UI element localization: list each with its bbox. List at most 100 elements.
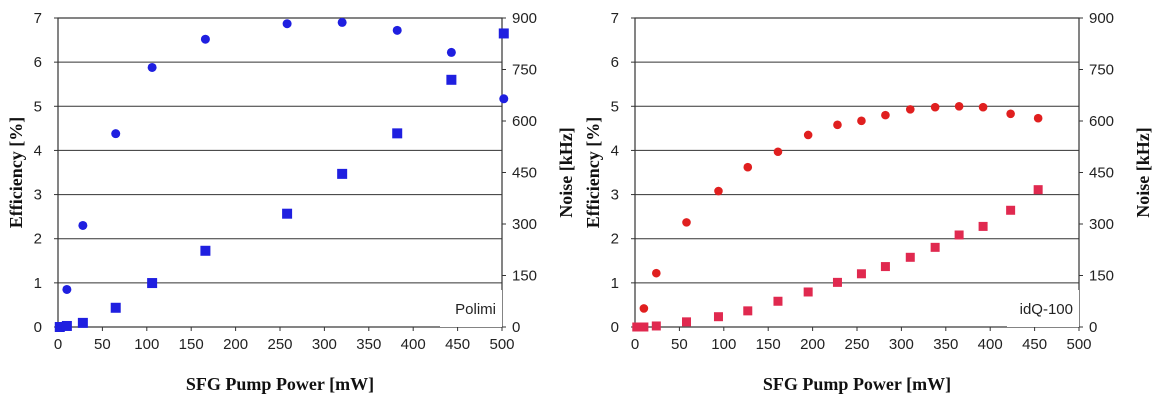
panel-label: Polimi	[455, 301, 496, 318]
noise-point	[1033, 185, 1043, 195]
y-tick-label: 5	[34, 98, 42, 115]
efficiency-point	[978, 102, 988, 112]
y-tick-label: 5	[611, 98, 619, 115]
efficiency-point	[111, 129, 121, 139]
y2-tick-label: 300	[512, 216, 537, 233]
y-tick-label: 7	[34, 10, 42, 27]
noise-point	[880, 262, 890, 272]
noise-point	[832, 277, 842, 287]
y-tick-label: 4	[611, 142, 619, 159]
x-tick-label: 150	[756, 336, 781, 353]
efficiency-point	[930, 102, 940, 112]
y2-tick-label: 450	[1089, 165, 1114, 182]
noise-point	[856, 269, 866, 279]
x-tick-label: 50	[94, 336, 111, 353]
noise-point	[930, 242, 940, 252]
y-axis-title: Efficiency [%]	[583, 117, 603, 228]
noise-point	[77, 317, 88, 328]
y2-tick-label: 450	[512, 165, 537, 182]
noise-point	[803, 287, 813, 297]
y-tick-label: 0	[611, 319, 619, 336]
panel-label-box	[440, 290, 502, 327]
x-tick-label: 350	[933, 336, 958, 353]
y2-tick-label: 900	[512, 10, 537, 27]
y-tick-label: 4	[34, 142, 42, 159]
efficiency-point	[337, 17, 347, 27]
efficiency-point	[282, 19, 292, 29]
efficiency-point	[682, 218, 691, 227]
efficiency-point	[857, 116, 866, 126]
noise-point	[282, 208, 293, 219]
x-tick-label: 300	[889, 336, 914, 353]
y-tick-label: 2	[34, 231, 42, 248]
y2-tick-label: 600	[1089, 113, 1114, 130]
y-tick-label: 1	[611, 275, 619, 292]
y2-tick-label: 750	[512, 62, 537, 79]
noise-point	[498, 28, 509, 39]
y2-tick-label: 300	[1089, 216, 1114, 233]
efficiency-point	[78, 220, 88, 230]
efficiency-point	[714, 186, 723, 196]
efficiency-point	[392, 25, 402, 35]
y2-tick-label: 0	[1089, 319, 1097, 336]
x-tick-label: 400	[978, 336, 1003, 353]
y2-tick-label: 900	[1089, 10, 1114, 27]
noise-point	[682, 317, 692, 327]
y-tick-label: 7	[611, 10, 619, 27]
noise-point	[61, 320, 72, 331]
efficiency-point	[1006, 109, 1015, 119]
chart-idq-100: 0 1 2 3 4 5 6 7 0 150 300 450 600 750 900 0 50 100 150 200 2…	[583, 10, 1153, 394]
y-tick-label: 2	[611, 231, 619, 248]
x-tick-label: 200	[800, 336, 825, 353]
x-tick-label: 300	[312, 336, 337, 353]
efficiency-point	[803, 130, 813, 140]
y2-tick-label: 750	[1089, 62, 1114, 79]
chart-polimi: 0 1 2 3 4 5 6 7 0 150 300 450 600 750 900 0 50 100 150 200 2…	[6, 10, 576, 394]
y-axis-title: Efficiency [%]	[6, 117, 26, 228]
noise-point	[639, 322, 649, 332]
x-tick-label: 0	[54, 336, 62, 353]
noise-point	[632, 322, 642, 332]
efficiency-point	[773, 147, 783, 157]
x-tick-label: 100	[711, 336, 736, 353]
x-tick-label: 100	[134, 336, 159, 353]
efficiency-point	[833, 120, 842, 130]
x-tick-label: 250	[267, 336, 292, 353]
y-tick-label: 6	[34, 54, 42, 71]
noise-point	[392, 128, 403, 139]
x-axis-title: SFG Pump Power [mW]	[763, 374, 951, 394]
y-tick-label: 6	[611, 54, 619, 71]
panel-label: idQ-100	[1020, 301, 1073, 318]
y2-tick-label: 600	[512, 113, 537, 130]
plot-frame	[634, 17, 1080, 328]
y-tick-label: 1	[34, 275, 42, 292]
efficiency-point	[652, 268, 661, 278]
efficiency-point	[954, 101, 964, 111]
noise-point	[147, 278, 158, 289]
noise-point	[446, 74, 457, 85]
y-tick-label: 3	[34, 187, 42, 204]
x-tick-label: 350	[356, 336, 381, 353]
noise-point	[954, 230, 964, 240]
plot-frame	[57, 17, 503, 328]
noise-point	[713, 312, 723, 322]
noise-point	[978, 221, 988, 231]
x-tick-label: 200	[223, 336, 248, 353]
y-tick-label: 0	[34, 319, 42, 336]
x-tick-label: 450	[1022, 336, 1047, 353]
efficiency-point	[639, 304, 649, 313]
noise-point	[773, 296, 783, 306]
y2-tick-label: 150	[512, 268, 537, 285]
y2-tick-label: 150	[1089, 268, 1114, 285]
x-tick-label: 250	[844, 336, 869, 353]
panel-label-box	[1007, 290, 1079, 327]
x-tick-label: 500	[1066, 336, 1091, 353]
x-tick-label: 0	[631, 336, 639, 353]
noise-point	[905, 252, 915, 262]
x-tick-label: 450	[445, 336, 470, 353]
efficiency-point	[446, 47, 456, 57]
noise-point	[54, 322, 65, 332]
efficiency-point	[1033, 113, 1043, 123]
x-axis-title: SFG Pump Power [mW]	[186, 374, 374, 394]
noise-point	[1006, 205, 1016, 215]
